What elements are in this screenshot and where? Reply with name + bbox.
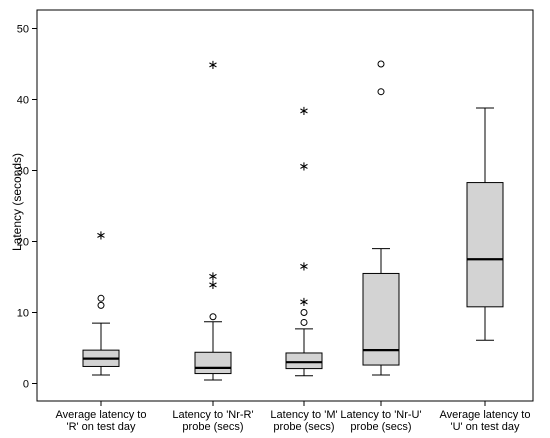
outlier-point [300,309,308,316]
outlier-point [209,313,217,321]
category-label: probe (secs) [182,421,243,433]
y-tick-label: 50 [17,24,29,36]
y-tick-label: 0 [23,379,29,391]
y-tick-label: 40 [17,95,29,107]
category-label: 'U' on test day [450,421,520,433]
outlier-point [300,318,308,326]
extreme-point: ∗ [299,104,310,119]
y-axis-title: Latency (seconds) [10,153,24,251]
box-group [362,60,400,376]
category-label: probe (secs) [350,421,411,433]
extreme-point: ∗ [208,278,219,293]
iqr-box [194,351,232,375]
extreme-point: ∗ [208,270,219,285]
box-group [466,107,504,341]
y-axis: 0 10 20 30 40 50 [17,24,37,391]
outlier-point [97,301,105,309]
outlier-point [377,88,385,96]
box-group: ∗∗∗ [194,58,232,381]
extreme-point: ∗ [299,160,310,175]
plot-frame [36,9,534,402]
outlier-point [377,60,385,68]
iqr-box [285,352,323,370]
box-group: ∗ [82,228,120,376]
category-label: 'R' on test day [66,421,136,433]
iqr-box [362,272,400,366]
box-series: ∗∗∗∗∗∗∗∗ [82,58,504,381]
extreme-point: ∗ [299,260,310,275]
iqr-box [466,182,504,308]
category-label: Latency to 'M' [270,409,337,421]
extreme-point: ∗ [96,228,107,243]
extreme-point: ∗ [208,58,219,73]
y-tick-label: 10 [17,308,29,320]
box-group: ∗ ∗ ∗ ∗ [285,104,323,377]
y-tick-label: 30 [17,166,29,178]
category-label: Latency to 'Nr-R' [172,409,253,421]
extreme-point: ∗ [299,295,310,310]
outlier-point [97,294,105,302]
y-tick-label: 20 [17,237,29,249]
category-label: Latency to 'Nr-U' [340,409,421,421]
category-label: Average latency to [56,409,147,421]
category-label: probe (secs) [273,421,334,433]
category-label: Average latency to [440,409,531,421]
x-axis: Average latency to'R' on test dayLatency… [56,401,531,433]
